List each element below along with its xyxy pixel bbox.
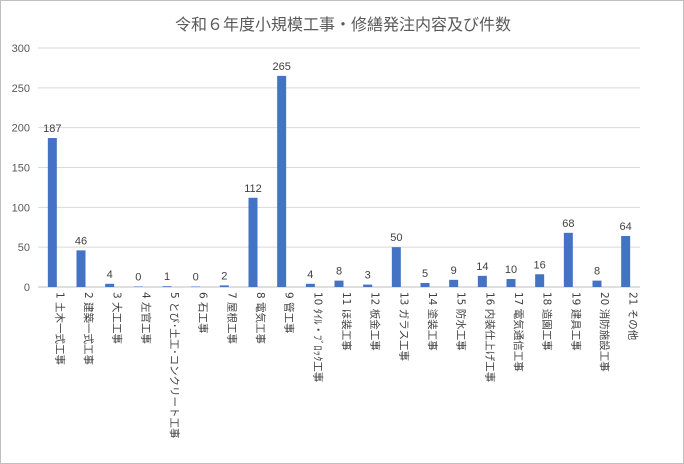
data-label: 112 [244,183,262,195]
bar [105,283,115,287]
category-label: 4 左官工事 [139,292,152,345]
data-label: 64 [620,221,632,233]
data-label: 50 [390,232,402,244]
category-label: 10 ﾀｲﾙ・ﾌﾞﾛｯｸ工事 [311,292,324,383]
data-label: 10 [505,264,517,276]
y-tick-label: 0 [24,282,30,294]
category-label: 19 建具工事 [569,292,582,351]
category-label: 13 ガラス工事 [397,292,410,361]
y-tick-label: 200 [12,123,30,135]
y-tick-label: 300 [12,43,30,55]
bar [133,286,143,287]
category-label: 2 建築一式工事 [82,292,95,366]
y-tick-label: 150 [12,163,30,175]
bar [363,284,373,287]
category-label: 1 土木一式工事 [53,292,66,366]
category-label: 8 電気工事 [254,292,267,345]
bar [76,250,86,287]
bar [420,283,430,287]
data-label: 187 [43,123,61,135]
y-tick-label: 250 [12,83,30,95]
bar [506,279,516,287]
category-label: 9 管工事 [283,292,296,334]
data-label: 9 [451,265,457,277]
bar [219,285,229,287]
category-label: 12 板金工事 [369,292,382,351]
data-label: 1 [164,271,170,283]
data-label: 8 [336,266,342,278]
data-label: 68 [562,218,574,230]
data-label: 2 [221,270,227,282]
data-label: 0 [135,272,141,284]
category-label: 16 内装仕上げ工事 [483,292,496,383]
data-label: 46 [75,235,87,247]
y-tick-label: 50 [18,242,30,254]
bar [162,286,172,287]
bar [449,279,459,287]
category-label: 11 ほ装工事 [340,292,353,351]
category-label: 20 消防施設工事 [598,292,611,372]
bar [477,275,487,287]
bar [248,197,258,287]
data-label: 265 [272,61,290,73]
bar [563,232,573,287]
category-label: 7 屋根工事 [225,292,238,345]
bar [535,274,545,287]
category-label: 18 造園工事 [541,292,554,351]
category-label: 5 とび･土工･コンクリート工事 [168,292,181,439]
category-label: 15 防水工事 [455,292,468,351]
data-label: 3 [365,270,371,282]
data-label: 14 [476,261,488,273]
category-label: 21 その他 [627,292,640,341]
bar [621,236,631,287]
bar [305,283,315,287]
category-label: 14 塗装工事 [426,292,439,351]
category-label: 17 電気通信工事 [512,292,525,372]
data-label: 8 [594,266,600,278]
bar [277,75,287,287]
data-label: 4 [107,269,113,281]
chart-title: 令和６年度小規模工事・修繕発注内容及び件数 [174,15,511,34]
bar [391,247,401,287]
data-label: 0 [193,272,199,284]
y-tick-label: 100 [12,202,30,214]
bar [47,138,57,287]
bar [592,280,602,287]
category-label: 6 石工事 [197,292,210,334]
bar [191,286,201,287]
data-label: 16 [534,259,546,271]
bar [334,280,344,287]
category-label: 3 大工工事 [111,292,124,345]
data-label: 5 [422,268,428,280]
data-label: 4 [307,269,313,281]
